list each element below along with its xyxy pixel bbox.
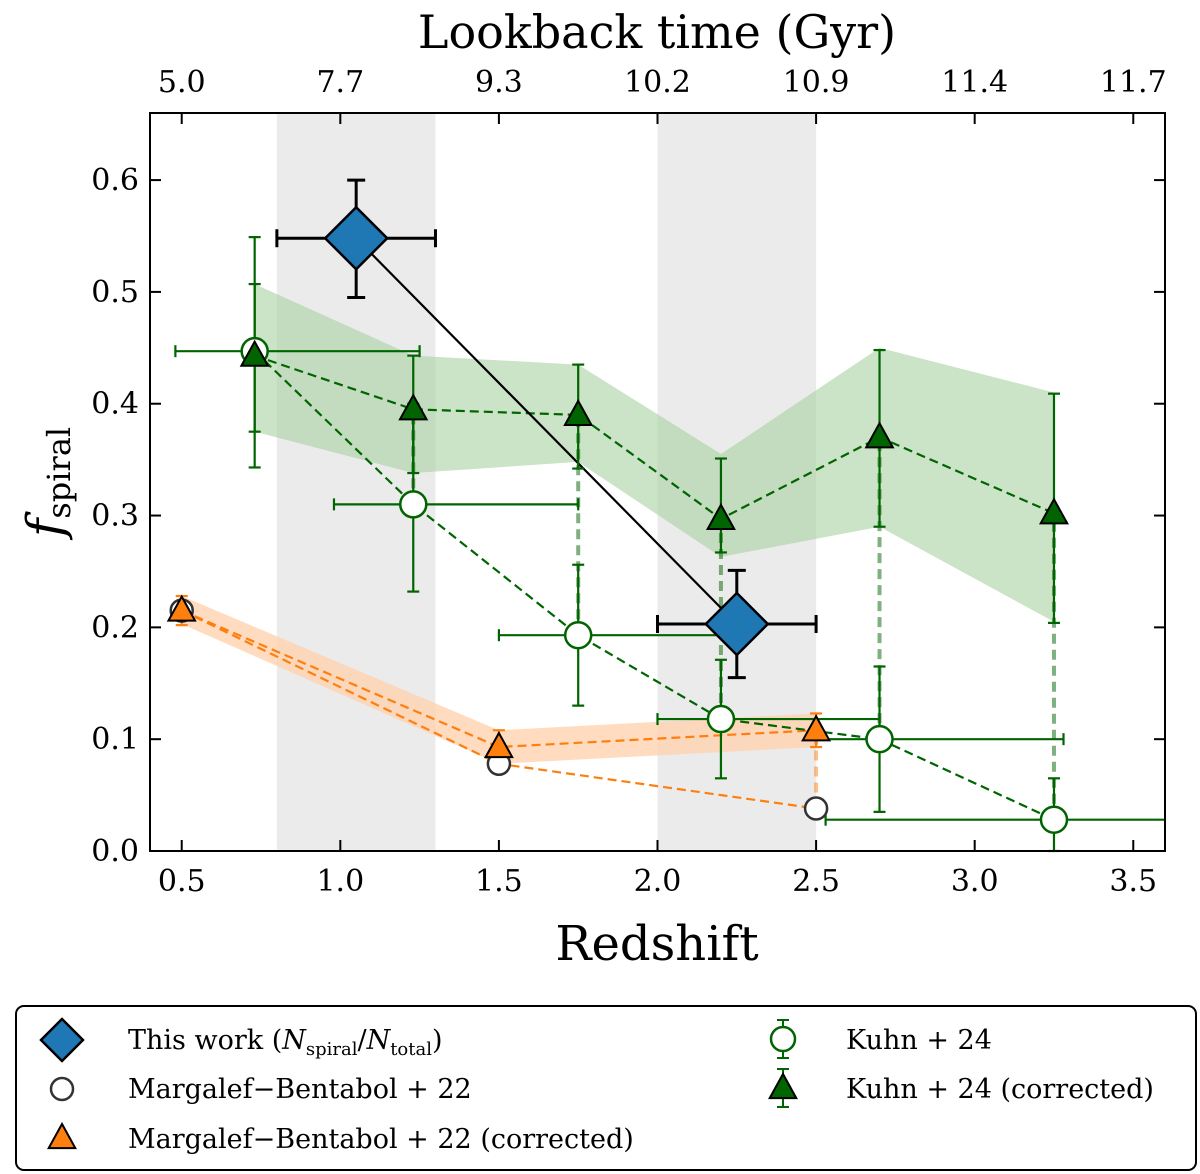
legend-entry-margalef: Margalef−Bentabol + 22	[128, 1074, 472, 1105]
x-tick-label-5: 3.0	[951, 864, 999, 899]
legend-symbol-triangle-green	[768, 1071, 798, 1100]
kuhn-corrected-marker-5	[1038, 497, 1069, 525]
margalef-corrected-line	[181, 609, 817, 749]
y-tick-label-4: 0.4	[91, 387, 139, 422]
kuhn-corrected-marker-4	[864, 421, 895, 449]
y-axis-label-sub: spiral	[40, 427, 78, 519]
confidence-bands-layer	[181, 284, 1054, 764]
legend-this-work-sep: /	[357, 1025, 367, 1056]
kuhn-marker-1	[399, 490, 428, 519]
legend-entry-kuhn-corrected: Kuhn + 24 (corrected)	[846, 1074, 1154, 1105]
margalef-corrected-marker-0	[166, 594, 197, 622]
top-tick-label-5: 11.4	[941, 65, 1008, 100]
x-tick-label-3: 2.0	[634, 864, 682, 899]
x-tick-label-1: 1.0	[316, 864, 364, 899]
legend-this-work-end: )	[432, 1025, 443, 1056]
margalef-corrected-marker-1	[483, 730, 514, 759]
top-tick-label-4: 10.9	[783, 65, 850, 100]
kuhn-corrected-marker-2	[563, 398, 594, 426]
margalef-corrected-band	[181, 596, 817, 764]
top-tick-label-3: 10.2	[624, 65, 691, 100]
legend-symbol-triangle-orange	[47, 1121, 77, 1150]
x-axis-label: Redshift	[555, 916, 758, 972]
legend-this-work-n2: N	[366, 1025, 392, 1056]
legend-symbol-open-circle-dark	[49, 1076, 75, 1102]
top-axis-title: Lookback time (Gyr)	[418, 5, 896, 59]
legend-entry-this-work: This work (Nspiral/Ntotal)	[128, 1025, 443, 1060]
y-tick-label-0: 0.0	[91, 834, 139, 869]
legend-symbol-open-circle-green	[769, 1025, 797, 1053]
legend-entry-kuhn: Kuhn + 24	[846, 1025, 992, 1056]
kuhn-marker-3	[706, 704, 736, 734]
margalef-corrected-marker-2	[801, 714, 832, 742]
legend-this-work-n1: N	[281, 1025, 307, 1056]
y-tick-label-2: 0.2	[91, 610, 139, 645]
top-tick-label-2: 9.3	[475, 65, 523, 100]
legend-symbols	[39, 1017, 798, 1150]
top-tick-label-1: 7.7	[316, 65, 364, 100]
y-tick-label-1: 0.1	[91, 722, 139, 757]
y-tick-label-5: 0.5	[91, 275, 139, 310]
legend: This work (Nspiral/Ntotal) Margalef−Bent…	[15, 1005, 1197, 1171]
legend-frame	[15, 1005, 1197, 1171]
legend-this-work-text: This work (	[128, 1025, 282, 1056]
kuhn-corrected-marker-3	[705, 502, 736, 530]
y-tick-label-6: 0.6	[91, 163, 139, 198]
y-tick-label-3: 0.3	[91, 499, 139, 534]
legend-this-work-sub2: total	[390, 1039, 432, 1060]
top-tick-label-6: 11.7	[1100, 65, 1167, 100]
x-tick-label-6: 3.5	[1109, 864, 1157, 899]
kuhn-corrected-line	[254, 354, 1055, 521]
this-work-marker-0	[323, 205, 389, 272]
markers-layer	[166, 205, 1069, 834]
legend-symbol-diamond	[39, 1017, 85, 1063]
kuhn-marker-2	[563, 620, 593, 650]
x-tick-label-0: 0.5	[158, 864, 206, 899]
this-work-line	[355, 237, 738, 625]
x-tick-label-4: 2.5	[792, 864, 840, 899]
x-tick-label-2: 1.5	[475, 864, 523, 899]
y-axis-label: fspiral	[16, 427, 78, 541]
top-tick-label-0: 5.0	[158, 65, 206, 100]
kuhn-marker-4	[865, 724, 894, 754]
kuhn-corrected-band	[254, 284, 1054, 622]
kuhn-line	[253, 350, 1055, 821]
kuhn-marker-5	[1039, 805, 1069, 834]
legend-this-work-sub1: spiral	[306, 1039, 358, 1060]
kuhn-corrected-marker-1	[398, 393, 429, 421]
kuhn-corrected-marker-0	[239, 339, 270, 367]
axes-layer: 0.5 1.0 1.5 2.0 2.5 3.0 3.5 0.0 0.1 0.2 0.3 0.4 0.5 0…	[91, 65, 1166, 899]
margalef-marker-2	[803, 796, 829, 821]
this-work-marker-1	[704, 591, 770, 657]
legend-entry-margalef-corrected: Margalef−Bentabol + 22 (corrected)	[128, 1124, 634, 1155]
